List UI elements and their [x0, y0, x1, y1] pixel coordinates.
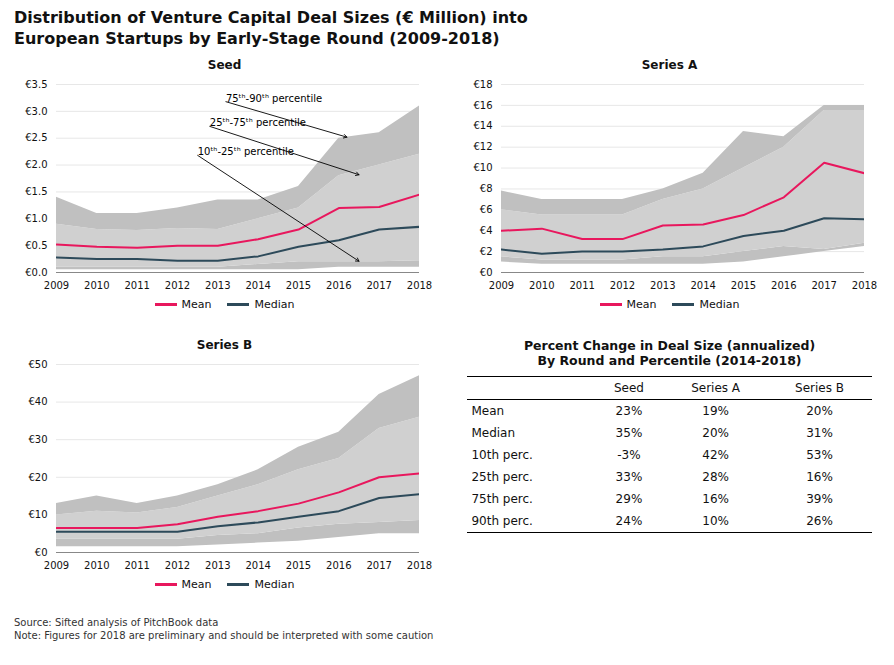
svg-text:2014: 2014 [245, 279, 270, 290]
svg-text:2010: 2010 [84, 559, 109, 570]
html-text:28%: 28% [702, 469, 729, 484]
svg-text:€0.0: €0.0 [25, 266, 47, 277]
svg-text:€10: €10 [28, 509, 47, 520]
svg-text:10ᵗʰ-25ᵗʰ percentile: 10ᵗʰ-25ᵗʰ percentile [198, 146, 294, 157]
html-text:Median: Median [471, 425, 516, 440]
html-text:31%: 31% [806, 425, 833, 440]
svg-text:€40: €40 [28, 396, 47, 407]
html-text:Series B: Series B [196, 337, 253, 352]
svg-text:€18: €18 [473, 78, 492, 89]
html-text:53%: 53% [806, 447, 833, 462]
svg-text:2011: 2011 [124, 279, 149, 290]
html-text:39%: 39% [806, 491, 833, 506]
svg-text:2014: 2014 [245, 559, 270, 570]
html-text:Median: Median [254, 577, 295, 591]
html-text:-3%: -3% [617, 447, 641, 462]
svg-text:2016: 2016 [326, 559, 351, 570]
html-text:Mean: Mean [181, 297, 212, 311]
html-text:23%: 23% [615, 403, 643, 418]
svg-text:2017: 2017 [366, 559, 391, 570]
svg-text:2012: 2012 [610, 279, 635, 290]
svg-text:2018: 2018 [407, 559, 432, 570]
html-text:20%: 20% [702, 425, 729, 440]
html-text:Mean: Mean [471, 403, 505, 418]
html-text:90th perc.: 90th perc. [471, 513, 533, 528]
svg-text:€6: €6 [480, 204, 493, 215]
svg-text:2018: 2018 [407, 279, 432, 290]
svg-text:€0.5: €0.5 [25, 239, 47, 250]
svg-text:€0: €0 [35, 546, 48, 557]
svg-text:2016: 2016 [771, 279, 796, 290]
html-text:10%: 10% [702, 513, 729, 528]
html-text:75th perc.: 75th perc. [471, 491, 533, 506]
svg-text:2010: 2010 [529, 279, 554, 290]
svg-text:€1.5: €1.5 [25, 186, 47, 197]
svg-text:€2.0: €2.0 [25, 159, 47, 170]
svg-text:2017: 2017 [366, 279, 391, 290]
svg-text:2011: 2011 [569, 279, 594, 290]
html-text:20%: 20% [806, 403, 833, 418]
html-text:16%: 16% [702, 491, 729, 506]
html-text:24%: 24% [615, 513, 643, 528]
svg-text:€20: €20 [28, 471, 47, 482]
svg-text:€2.5: €2.5 [25, 132, 47, 143]
svg-text:25ᵗʰ-75ᵗʰ percentile: 25ᵗʰ-75ᵗʰ percentile [210, 117, 306, 128]
svg-text:2016: 2016 [326, 279, 351, 290]
html-text:25th perc.: 25th perc. [471, 469, 533, 484]
svg-text:€3.0: €3.0 [25, 105, 47, 116]
svg-text:€10: €10 [473, 162, 492, 173]
html-text:Series A: Series A [691, 380, 741, 395]
svg-text:2009: 2009 [44, 559, 69, 570]
html-text:Percent Change in Deal Size (a: Percent Change in Deal Size (annualized) [523, 337, 816, 353]
svg-text:2013: 2013 [205, 279, 230, 290]
html-text:Seed: Seed [614, 380, 644, 395]
svg-text:2013: 2013 [650, 279, 675, 290]
html-text:Distribution of Venture Capita: Distribution of Venture Capital Deal Siz… [14, 8, 528, 48]
svg-text:€50: €50 [28, 358, 47, 369]
svg-text:2013: 2013 [205, 559, 230, 570]
svg-text:2018: 2018 [852, 279, 877, 290]
svg-text:2015: 2015 [731, 279, 756, 290]
svg-text:€16: €16 [473, 99, 492, 110]
svg-text:€0: €0 [480, 266, 493, 277]
svg-text:€2: €2 [480, 245, 493, 256]
html-text:Series A: Series A [641, 57, 698, 72]
html-text:26%: 26% [806, 513, 833, 528]
html-text:Median: Median [699, 297, 740, 311]
html-text:10th perc.: 10th perc. [471, 447, 533, 462]
html-text:Mean: Mean [626, 297, 657, 311]
svg-text:2012: 2012 [165, 279, 190, 290]
svg-text:€12: €12 [473, 141, 492, 152]
svg-text:2012: 2012 [165, 559, 190, 570]
html-text:19%: 19% [702, 403, 729, 418]
svg-text:75ᵗʰ-90ᵗʰ percentile: 75ᵗʰ-90ᵗʰ percentile [226, 92, 322, 103]
svg-text:€14: €14 [473, 120, 492, 131]
svg-text:2015: 2015 [286, 279, 311, 290]
html-text:16%: 16% [806, 469, 833, 484]
html-text:By Round and Percentile (2014-: By Round and Percentile (2014-2018) [537, 352, 802, 368]
html-text:Source: Sifted analysis of Pit: Source: Sifted analysis of PitchBook dat… [14, 616, 434, 642]
svg-text:2017: 2017 [811, 279, 836, 290]
svg-text:€3.5: €3.5 [25, 78, 47, 89]
svg-text:2014: 2014 [690, 279, 715, 290]
html-text:33%: 33% [615, 469, 643, 484]
html-text:35%: 35% [615, 425, 643, 440]
svg-text:2010: 2010 [84, 279, 109, 290]
svg-text:2011: 2011 [124, 559, 149, 570]
html-text:Median: Median [254, 297, 295, 311]
html-text:Series B: Series B [795, 380, 844, 395]
svg-text:€4: €4 [480, 225, 493, 236]
html-text:42%: 42% [702, 447, 729, 462]
svg-text:€30: €30 [28, 433, 47, 444]
html-text:29%: 29% [615, 491, 643, 506]
svg-text:2009: 2009 [489, 279, 514, 290]
html-text:Seed: Seed [207, 57, 242, 72]
svg-text:2015: 2015 [286, 559, 311, 570]
svg-text:€8: €8 [480, 183, 493, 194]
html-text:Mean: Mean [181, 577, 212, 591]
svg-text:€1.0: €1.0 [25, 213, 47, 224]
svg-text:2009: 2009 [44, 279, 69, 290]
